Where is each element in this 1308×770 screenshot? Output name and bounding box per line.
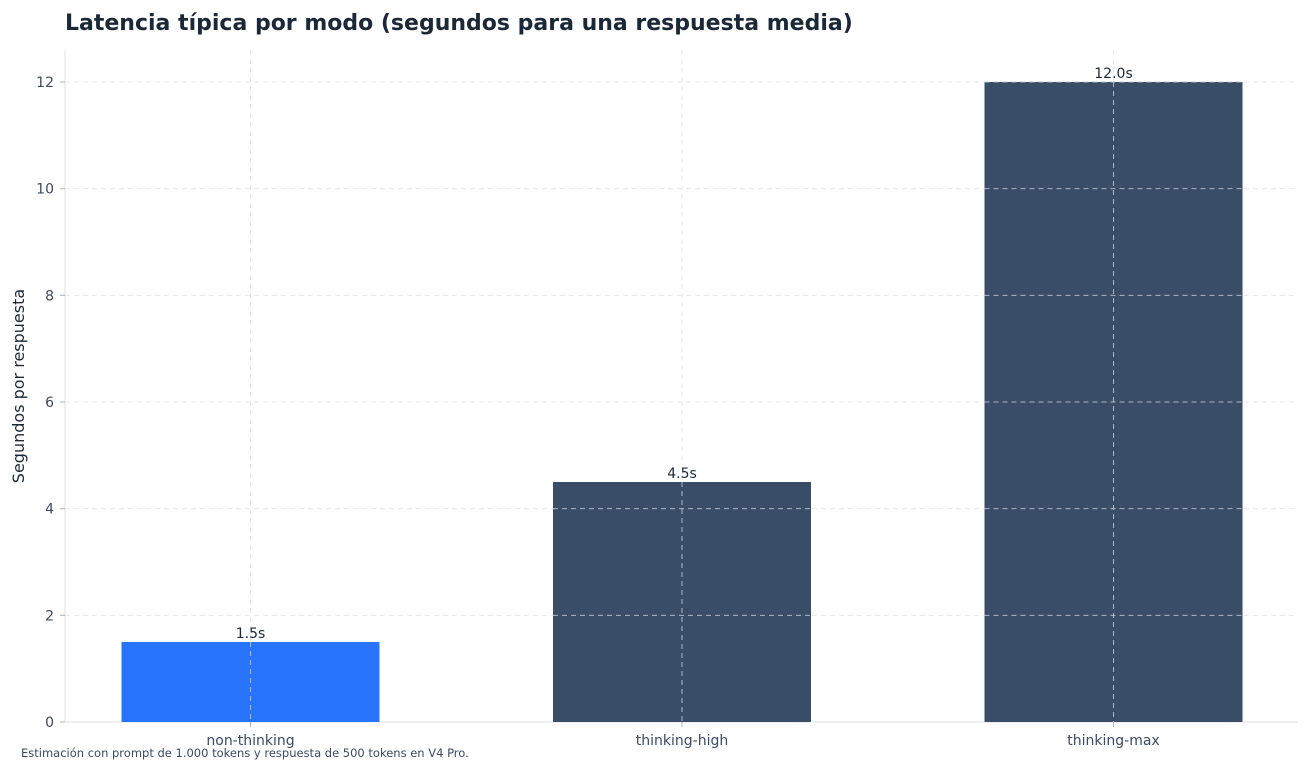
data-label: 1.5s: [236, 626, 266, 642]
data-label: 4.5s: [667, 466, 697, 482]
footnote: Estimación con prompt de 1.000 tokens y …: [21, 746, 469, 760]
x-tick-label: thinking-max: [1067, 733, 1159, 749]
chart-title: Latencia típica por modo (segundos para …: [65, 11, 853, 36]
y-tick-label: 10: [36, 182, 54, 198]
vertical-grid-overlay: [250, 81, 1243, 722]
y-tick-label: 6: [45, 395, 54, 411]
y-tick-label: 2: [45, 608, 54, 624]
y-tick-label: 0: [45, 715, 54, 731]
x-tick-label: thinking-high: [636, 733, 728, 749]
y-ticks: 0 2 4 6 8 10 12: [36, 75, 65, 731]
y-tick-label: 4: [45, 502, 54, 518]
x-ticks: non-thinking thinking-high thinking-max: [206, 722, 1160, 749]
y-axis-label: Segundos por respuesta: [9, 289, 28, 483]
y-tick-label: 12: [36, 75, 54, 91]
data-label: 12.0s: [1094, 66, 1132, 82]
data-labels: 1.5s 4.5s 12.0s: [236, 66, 1133, 642]
x-tick-label: non-thinking: [206, 733, 294, 749]
y-tick-label: 8: [45, 288, 54, 304]
